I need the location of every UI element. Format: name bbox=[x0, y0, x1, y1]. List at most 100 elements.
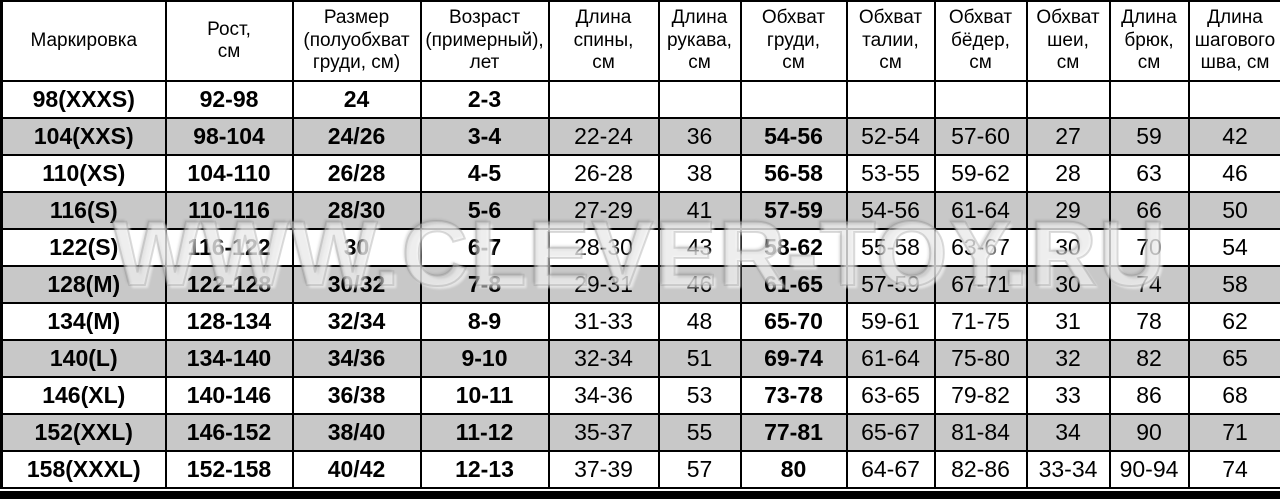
table-cell: 82 bbox=[1108, 339, 1190, 378]
table-cell: 33 bbox=[1025, 376, 1111, 415]
table-cell: 71-75 bbox=[933, 302, 1028, 341]
table-cell: 24 bbox=[291, 80, 422, 119]
table-cell: 27-29 bbox=[547, 191, 660, 230]
column-header: Возраст (примерный), лет bbox=[419, 0, 550, 82]
table-cell: 128-134 bbox=[164, 302, 294, 341]
bottom-border bbox=[0, 491, 1280, 499]
table-cell: 38/40 bbox=[291, 413, 422, 452]
table-cell: 43 bbox=[657, 228, 742, 267]
table-cell bbox=[1025, 80, 1111, 119]
table-cell: 31 bbox=[1025, 302, 1111, 341]
table-cell: 79-82 bbox=[933, 376, 1028, 415]
table-cell: 26/28 bbox=[291, 154, 422, 193]
table-cell bbox=[845, 80, 936, 119]
table-cell: 90-94 bbox=[1108, 450, 1190, 489]
table-cell bbox=[547, 80, 660, 119]
table-cell: 57-59 bbox=[739, 191, 848, 230]
table-cell: 29-31 bbox=[547, 265, 660, 304]
table-cell: 30 bbox=[1025, 228, 1111, 267]
table-cell: 12-13 bbox=[419, 450, 550, 489]
table-cell: 36 bbox=[657, 117, 742, 156]
table-cell: 65 bbox=[1187, 339, 1280, 378]
table-cell: 104-110 bbox=[164, 154, 294, 193]
table-cell: 54-56 bbox=[739, 117, 848, 156]
table-cell: 75-80 bbox=[933, 339, 1028, 378]
table-row: 134(M) 128-134 32/34 8-9 31-33 48 65-70 59-61 71… bbox=[0, 302, 1280, 341]
table-cell: 8-9 bbox=[419, 302, 550, 341]
table-cell: 5-6 bbox=[419, 191, 550, 230]
table-cell: 22-24 bbox=[547, 117, 660, 156]
table-cell: 66 bbox=[1108, 191, 1190, 230]
table-cell: 59-61 bbox=[845, 302, 936, 341]
table-cell: 11-12 bbox=[419, 413, 550, 452]
table-cell bbox=[933, 80, 1028, 119]
table-cell: 92-98 bbox=[164, 80, 294, 119]
table-cell bbox=[739, 80, 848, 119]
table-cell: 58 bbox=[1187, 265, 1280, 304]
table-cell: 116(S) bbox=[0, 191, 167, 230]
table-cell: 51 bbox=[657, 339, 742, 378]
table-cell: 6-7 bbox=[419, 228, 550, 267]
column-header: Длина рукава, см bbox=[657, 0, 742, 82]
table-cell: 64-67 bbox=[845, 450, 936, 489]
table-cell: 122-128 bbox=[164, 265, 294, 304]
table-cell: 30 bbox=[291, 228, 422, 267]
table-cell: 63-65 bbox=[845, 376, 936, 415]
table-cell bbox=[1108, 80, 1190, 119]
table-cell: 134-140 bbox=[164, 339, 294, 378]
column-header: Обхват бёдер, см bbox=[933, 0, 1028, 82]
table-cell: 61-64 bbox=[845, 339, 936, 378]
column-header: Размер (полуобхват груди, см) bbox=[291, 0, 422, 82]
table-cell: 52-54 bbox=[845, 117, 936, 156]
table-cell: 46 bbox=[1187, 154, 1280, 193]
table-cell: 9-10 bbox=[419, 339, 550, 378]
table-cell: 57-60 bbox=[933, 117, 1028, 156]
table-cell: 40/42 bbox=[291, 450, 422, 489]
table-cell: 50 bbox=[1187, 191, 1280, 230]
table-cell: 67-71 bbox=[933, 265, 1028, 304]
table-cell bbox=[1187, 80, 1280, 119]
table-cell: 61-64 bbox=[933, 191, 1028, 230]
table-cell: 104(XXS) bbox=[0, 117, 167, 156]
table-cell: 54 bbox=[1187, 228, 1280, 267]
column-header: Обхват шеи, см bbox=[1025, 0, 1111, 82]
table-cell: 3-4 bbox=[419, 117, 550, 156]
table-cell: 57 bbox=[657, 450, 742, 489]
table-header-row: Маркировка Рост, см Размер (полуобхват гру… bbox=[0, 0, 1280, 82]
table-cell: 33-34 bbox=[1025, 450, 1111, 489]
table-cell: 140(L) bbox=[0, 339, 167, 378]
table-cell: 68 bbox=[1187, 376, 1280, 415]
table-cell: 78 bbox=[1108, 302, 1190, 341]
column-header: Маркировка bbox=[0, 0, 167, 82]
table-row: 158(XXXL) 152-158 40/42 12-13 37-39 57 80 64-67… bbox=[0, 450, 1280, 489]
column-header: Обхват груди, см bbox=[739, 0, 848, 82]
table-cell: 34/36 bbox=[291, 339, 422, 378]
size-table: Маркировка Рост, см Размер (полуобхват гру… bbox=[0, 0, 1280, 489]
table-cell: 74 bbox=[1108, 265, 1190, 304]
table-cell: 55-58 bbox=[845, 228, 936, 267]
table-cell: 28/30 bbox=[291, 191, 422, 230]
table-cell: 24/26 bbox=[291, 117, 422, 156]
table-cell: 70 bbox=[1108, 228, 1190, 267]
table-cell: 62 bbox=[1187, 302, 1280, 341]
table-cell: 61-65 bbox=[739, 265, 848, 304]
table-cell: 2-3 bbox=[419, 80, 550, 119]
table-cell: 30 bbox=[1025, 265, 1111, 304]
table-row: 122(S) 116-122 30 6-7 28-30 43 58-62 55-58 63-67… bbox=[0, 228, 1280, 267]
column-header: Обхват талии, см bbox=[845, 0, 936, 82]
table-cell: 30/32 bbox=[291, 265, 422, 304]
table-cell: 65-70 bbox=[739, 302, 848, 341]
table-cell: 152-158 bbox=[164, 450, 294, 489]
table-cell: 110(XS) bbox=[0, 154, 167, 193]
table-cell: 158(XXXL) bbox=[0, 450, 167, 489]
table-cell: 31-33 bbox=[547, 302, 660, 341]
table-cell: 71 bbox=[1187, 413, 1280, 452]
table-row: 146(XL) 140-146 36/38 10-11 34-36 53 73-78 63-6… bbox=[0, 376, 1280, 415]
table-cell: 146-152 bbox=[164, 413, 294, 452]
table-cell: 82-86 bbox=[933, 450, 1028, 489]
table-cell: 7-8 bbox=[419, 265, 550, 304]
table-cell: 26-28 bbox=[547, 154, 660, 193]
table-row: 116(S) 110-116 28/30 5-6 27-29 41 57-59 54-56 61… bbox=[0, 191, 1280, 230]
table-row: 152(XXL) 146-152 38/40 11-12 35-37 55 77-81 65-… bbox=[0, 413, 1280, 452]
table-cell bbox=[657, 80, 742, 119]
